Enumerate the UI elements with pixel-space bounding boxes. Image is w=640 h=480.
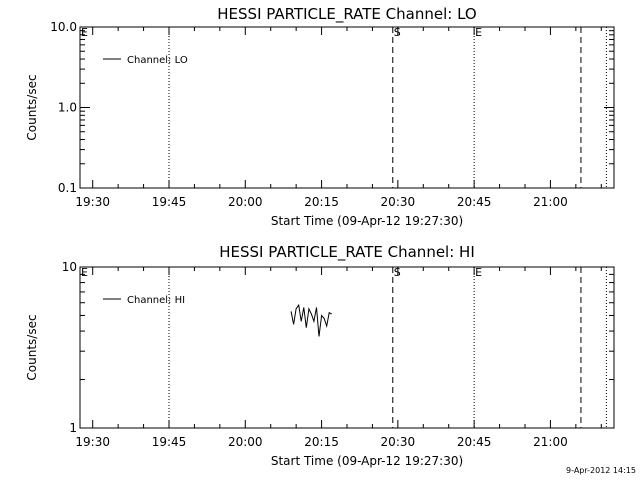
marker-label: E	[475, 26, 482, 39]
x-tick-label: 21:00	[533, 195, 568, 209]
chart-title: HESSI PARTICLE_RATE Channel: HI	[219, 243, 475, 262]
legend-label: Channel: HI	[127, 295, 185, 306]
x-axis-label: Start Time (09-Apr-12 19:27:30)	[271, 214, 463, 228]
x-tick-label: 20:45	[457, 435, 492, 449]
x-tick-label: 20:15	[304, 195, 339, 209]
y-tick-label: 10.0	[50, 20, 77, 34]
hi-channel-panel: HESSI PARTICLE_RATE Channel: HI 19:30 19:4…	[25, 243, 615, 468]
marker-label: S	[394, 26, 401, 39]
x-tick-label: 19:30	[75, 435, 110, 449]
x-axis-label: Start Time (09-Apr-12 19:27:30)	[271, 454, 463, 468]
chart-title: HESSI PARTICLE_RATE Channel: LO	[217, 5, 476, 24]
plot-frame	[79, 266, 615, 429]
marker-label: E	[475, 266, 482, 279]
x-tick-label: 20:15	[304, 435, 339, 449]
x-tick-label: 20:00	[228, 195, 263, 209]
x-tick-label: 21:00	[533, 435, 568, 449]
x-tick-label: 20:00	[228, 435, 263, 449]
lo-channel-panel: HESSI PARTICLE_RATE Channel: LO 19:30 19:4…	[25, 5, 615, 228]
x-tick-label: 19:45	[152, 195, 187, 209]
marker-label: S	[394, 266, 401, 279]
y-tick-label: 1.0	[58, 101, 77, 115]
legend-label: Channel: LO	[127, 55, 188, 66]
y-axis-label: Counts/sec	[25, 314, 39, 380]
y-tick-label: 0.1	[58, 181, 77, 195]
y-axis-label: Counts/sec	[25, 74, 39, 140]
x-tick-label: 19:30	[75, 195, 110, 209]
edge-marker-label: E	[81, 26, 88, 39]
plot-frame	[79, 26, 615, 189]
x-tick-label: 20:45	[457, 195, 492, 209]
y-tick-label: 10	[62, 260, 77, 274]
y-tick-label: 1	[69, 421, 77, 435]
edge-marker-label: E	[81, 266, 88, 279]
footer-timestamp: 9-Apr-2012 14:15	[566, 466, 636, 475]
x-tick-label: 19:45	[152, 435, 187, 449]
x-tick-label: 20:30	[381, 435, 416, 449]
x-tick-label: 20:30	[381, 195, 416, 209]
series-line	[290, 303, 332, 337]
